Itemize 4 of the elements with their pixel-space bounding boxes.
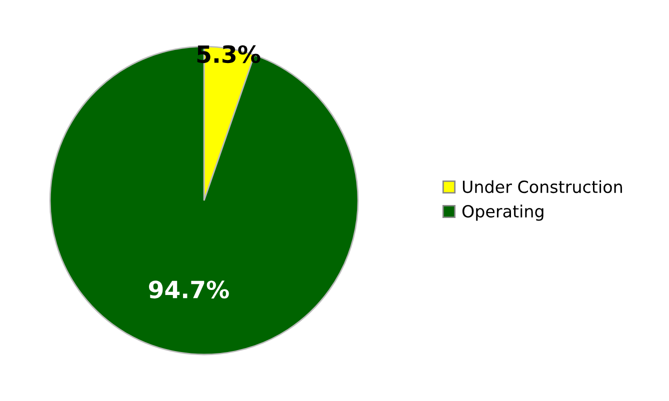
data-label: 94.7%	[149, 280, 229, 298]
legend-label: Under Construction	[462, 180, 622, 194]
pie-slice	[49, 46, 359, 356]
legend-label: Operating	[462, 204, 544, 221]
